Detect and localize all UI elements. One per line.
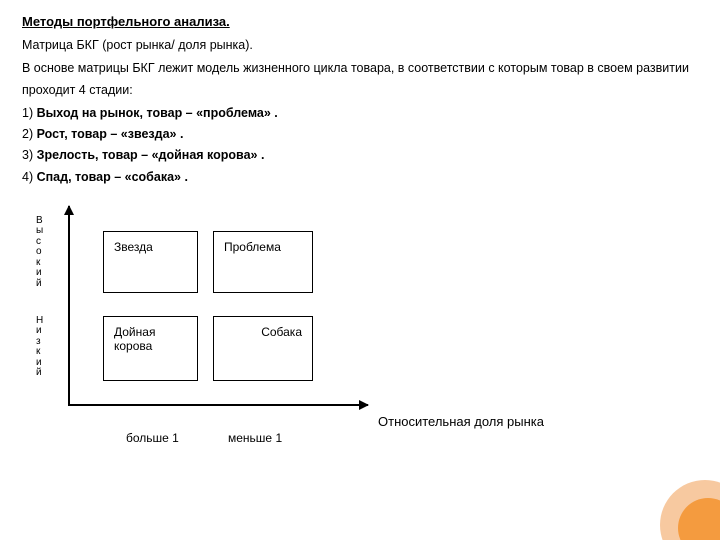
stage-1: 1) Выход на рынок, товар – «проблема» . [22,103,698,124]
stage-text: Зрелость, товар – «дойная корова» . [37,148,265,162]
intro-line-1: Матрица БКГ (рост рынка/ доля рынка). [22,35,698,56]
stage-2: 2) Рост, товар – «звезда» . [22,124,698,145]
intro-line-2: В основе матрицы БКГ лежит модель жизнен… [22,58,698,101]
x-label-more-1: больше 1 [126,431,179,445]
y-label-low: Низкий [36,316,48,379]
stage-text: Рост, товар – «звезда» . [37,127,184,141]
x-label-less-1: меньше 1 [228,431,282,445]
page-title: Методы портфельного анализа. [22,14,698,29]
stage-4: 4) Спад, товар – «собака» . [22,167,698,188]
y-label-high: Высокий [36,216,48,290]
quadrant-cash-cow: Дойная корова [103,316,198,381]
y-axis [68,206,70,406]
x-axis-caption: Относительная доля рынка [378,414,544,429]
stage-text: Выход на рынок, товар – «проблема» . [37,106,278,120]
x-axis [68,404,368,406]
stage-3: 3) Зрелость, товар – «дойная корова» . [22,145,698,166]
decorative-circles [650,470,720,540]
quadrant-dog: Собака [213,316,313,381]
stage-text: Спад, товар – «собака» . [37,170,188,184]
quadrant-star: Звезда [103,231,198,293]
stage-num: 4) [22,170,33,184]
stage-num: 1) [22,106,33,120]
bcg-matrix: Высокий Низкий Звезда Проблема Дойная ко… [28,206,708,496]
quadrant-problem: Проблема [213,231,313,293]
stage-num: 3) [22,148,33,162]
stage-num: 2) [22,127,33,141]
